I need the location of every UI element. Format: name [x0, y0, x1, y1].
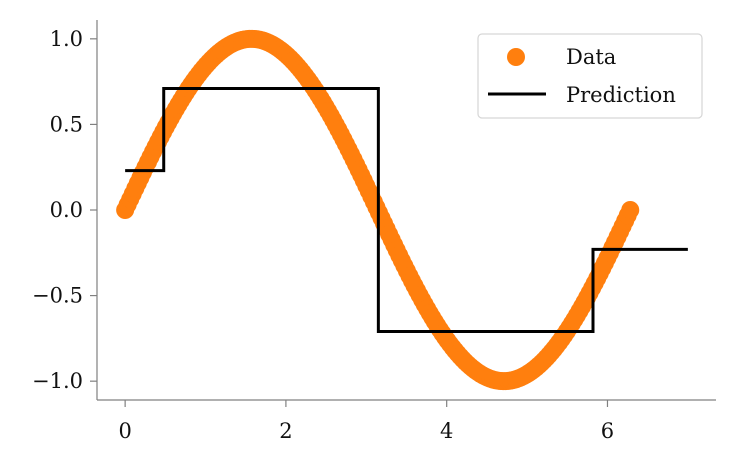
- data-point: [621, 200, 640, 219]
- y-tick-label: 1.0: [50, 27, 83, 51]
- x-tick-label: 0: [118, 419, 131, 443]
- x-tick-label: 4: [440, 419, 453, 443]
- legend-data-marker: [507, 48, 525, 66]
- legend: Data Prediction: [477, 33, 703, 119]
- y-tick-label: −1.0: [32, 369, 83, 393]
- y-tick-label: 0.5: [50, 112, 83, 136]
- y-tick-label: 0.0: [50, 198, 83, 222]
- x-ticks: 0 2 4 6: [118, 400, 614, 443]
- prediction-layer: [125, 86, 688, 334]
- prediction-line: [125, 86, 688, 334]
- x-tick-label: 6: [601, 419, 614, 443]
- y-ticks: 1.0 0.5 0.0 −0.5 −1.0: [32, 27, 97, 393]
- legend-box: [477, 33, 703, 119]
- axes: 0 2 4 6 1.0 0.5 0.0 −0.5 −1.0: [32, 20, 716, 443]
- legend-prediction-label: Prediction: [566, 83, 676, 107]
- legend-data-label: Data: [566, 45, 616, 69]
- x-tick-label: 2: [279, 419, 292, 443]
- y-tick-label: −0.5: [32, 284, 83, 308]
